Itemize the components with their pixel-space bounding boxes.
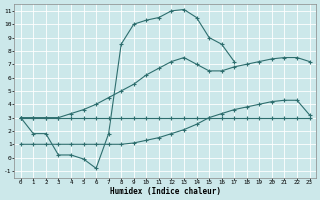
X-axis label: Humidex (Indice chaleur): Humidex (Indice chaleur) [110,187,220,196]
